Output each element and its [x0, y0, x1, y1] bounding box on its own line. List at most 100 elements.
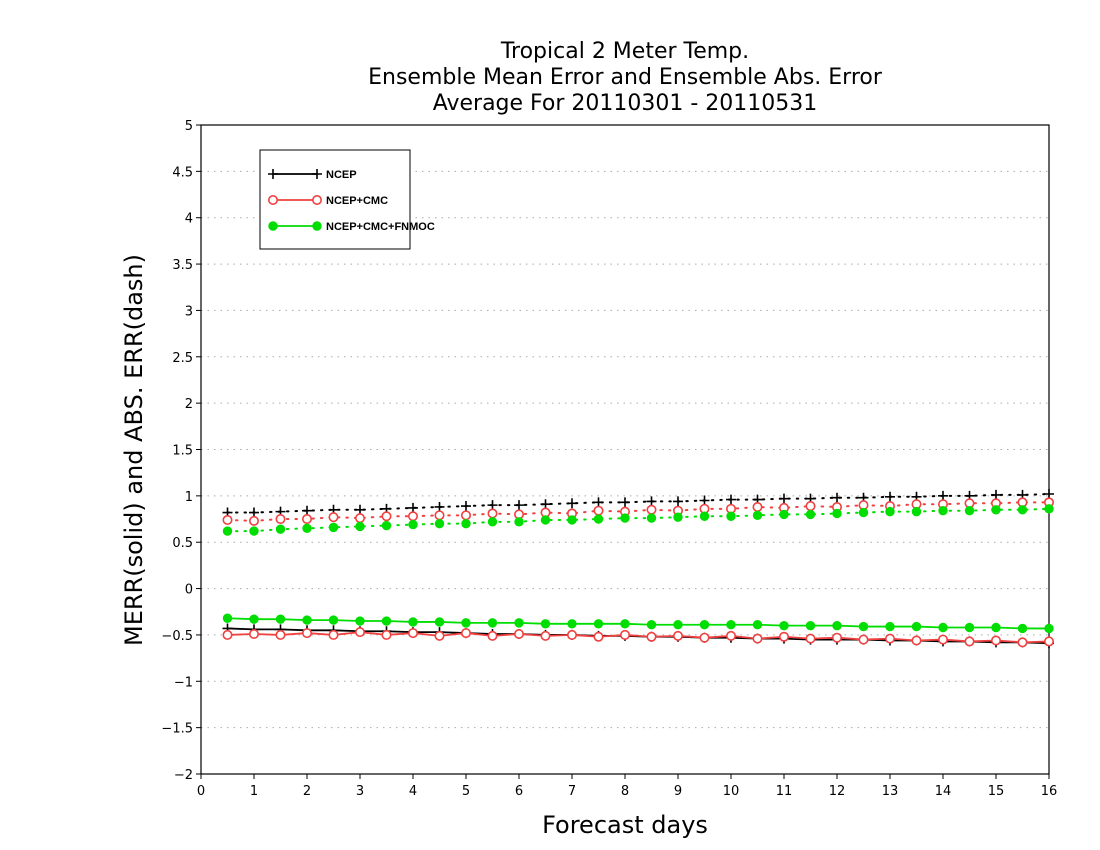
data-point [672, 630, 683, 641]
data-point [249, 614, 259, 624]
data-point [275, 514, 286, 525]
data-point [355, 616, 365, 626]
data-point [752, 633, 763, 644]
data-point [354, 627, 365, 638]
data-point [222, 514, 233, 525]
data-point [540, 499, 551, 510]
data-point [540, 619, 551, 629]
data-point [514, 500, 524, 511]
x-tick-label: 0 [197, 784, 205, 799]
data-point [328, 522, 339, 533]
data-point [699, 511, 710, 521]
data-point [673, 496, 683, 507]
data-point [779, 620, 789, 631]
data-point [1017, 623, 1028, 634]
data-point [487, 618, 498, 628]
data-point [222, 629, 233, 640]
title-line-2: Ensemble Mean Error and Ensemble Abs. Er… [368, 65, 883, 90]
x-tick-label: 8 [621, 784, 629, 799]
data-point [805, 501, 816, 512]
data-point [328, 615, 339, 625]
y-tick-label: −1 [174, 675, 193, 690]
y-tick-label: −0.5 [161, 629, 193, 644]
data-point [858, 507, 869, 518]
data-point [911, 635, 922, 646]
x-tick-label: 1 [250, 784, 258, 799]
data-point [938, 490, 948, 501]
data-point [268, 221, 278, 231]
data-point [1044, 623, 1054, 634]
gridlines [201, 170, 1049, 729]
y-tick-label: 2.5 [172, 351, 193, 366]
data-point [567, 619, 577, 629]
x-tick-label: 14 [935, 784, 952, 799]
data-point [381, 629, 392, 640]
data-point [938, 622, 948, 633]
data-point [408, 502, 418, 513]
merr-line [227, 617, 1049, 630]
x-tick-label: 5 [462, 784, 470, 799]
axis-ticks: −2−1.5−1−0.500.511.522.533.544.550 1 2 3 4 5 6… [161, 119, 1057, 799]
legend: NCEP NCEP+CMC NCEP+CMC+FNMOC [259, 149, 435, 250]
data-point [832, 508, 842, 519]
data-point [540, 630, 551, 641]
abs-err-line [226, 507, 1050, 533]
data-point [408, 617, 418, 627]
data-point [514, 517, 524, 527]
data-point [646, 504, 657, 515]
y-tick-label: 1.5 [172, 444, 193, 459]
merr-line [227, 631, 1050, 644]
data-point [646, 513, 657, 523]
data-point [249, 515, 260, 526]
data-point [487, 500, 498, 511]
data-point [699, 632, 710, 643]
data-point [593, 497, 604, 508]
data-point [487, 508, 498, 519]
x-tick-label: 13 [882, 784, 899, 799]
data-point [885, 491, 895, 502]
x-tick-label: 4 [409, 784, 417, 799]
data-point [381, 511, 392, 522]
data-point [593, 514, 604, 524]
data-point [460, 628, 471, 639]
x-tick-label: 16 [1041, 784, 1058, 799]
y-axis-label: MERR(solid) and ABS. ERR(dash) [120, 254, 148, 646]
x-tick-label: 9 [674, 784, 682, 799]
data-point [249, 507, 259, 518]
data-point [620, 619, 630, 629]
chart-title: Tropical 2 Meter Temp. Ensemble Mean Err… [368, 39, 883, 116]
data-point [911, 506, 922, 517]
data-point [699, 495, 710, 506]
data-point [964, 636, 975, 647]
data-point [267, 195, 278, 206]
x-tick-label: 15 [988, 784, 1005, 799]
data-point [381, 616, 392, 626]
data-point [752, 510, 763, 521]
data-point [778, 631, 789, 642]
data-point [805, 620, 816, 631]
data-point [355, 504, 365, 515]
data-point [725, 630, 736, 641]
data-point [805, 509, 816, 520]
data-point [540, 515, 551, 525]
series-group [222, 489, 1055, 649]
abs-err-line [226, 493, 1050, 514]
x-tick-label: 12 [829, 784, 846, 799]
data-point [858, 634, 869, 645]
data-point [673, 512, 683, 522]
data-point [620, 513, 630, 523]
data-point [408, 519, 418, 530]
data-point [275, 629, 286, 640]
data-point [1017, 505, 1028, 515]
data-point [938, 505, 948, 516]
data-point [407, 511, 418, 522]
data-point [567, 515, 577, 525]
data-point [487, 517, 498, 527]
data-point [646, 620, 657, 630]
data-point [646, 631, 657, 642]
data-point [990, 635, 1001, 646]
data-point [1044, 636, 1055, 647]
data-point [311, 195, 322, 206]
legend-label: NCEP+CMC+FNMOC [326, 221, 435, 233]
data-point [991, 489, 1001, 500]
